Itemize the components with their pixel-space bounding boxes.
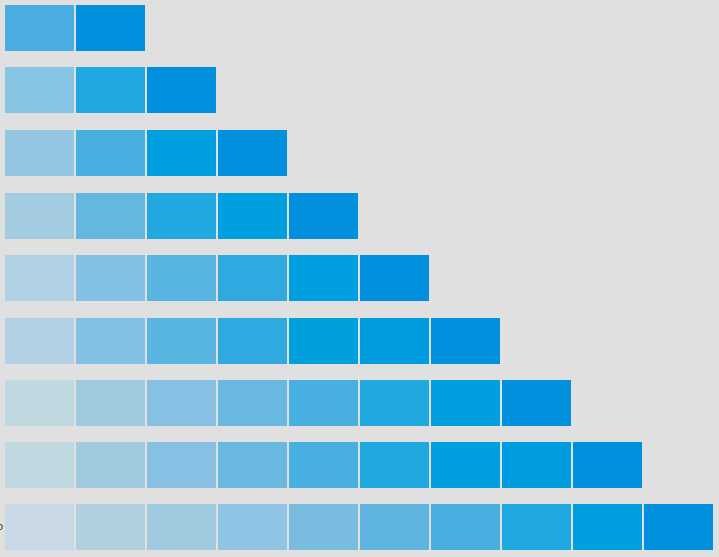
swatch bbox=[431, 504, 500, 550]
swatch bbox=[5, 318, 74, 364]
swatch bbox=[76, 130, 145, 176]
swatch bbox=[147, 130, 216, 176]
swatch bbox=[5, 255, 74, 301]
swatch bbox=[573, 504, 642, 550]
swatch bbox=[431, 318, 500, 364]
swatch bbox=[5, 130, 74, 176]
swatch bbox=[147, 504, 216, 550]
swatch bbox=[644, 504, 713, 550]
swatch bbox=[502, 380, 571, 426]
swatch bbox=[76, 255, 145, 301]
swatch bbox=[289, 504, 358, 550]
swatch bbox=[218, 442, 287, 488]
swatch bbox=[147, 380, 216, 426]
swatch bbox=[218, 380, 287, 426]
swatch bbox=[289, 380, 358, 426]
swatch bbox=[147, 442, 216, 488]
swatch bbox=[218, 130, 287, 176]
swatch bbox=[5, 67, 74, 113]
swatch bbox=[431, 442, 500, 488]
swatch bbox=[289, 442, 358, 488]
swatch bbox=[360, 318, 429, 364]
swatch bbox=[147, 318, 216, 364]
swatch bbox=[5, 504, 74, 550]
swatch bbox=[76, 5, 145, 51]
swatch bbox=[289, 193, 358, 239]
swatch bbox=[76, 318, 145, 364]
swatch bbox=[76, 67, 145, 113]
swatch bbox=[76, 193, 145, 239]
edge-text: o bbox=[0, 521, 3, 533]
swatch bbox=[218, 504, 287, 550]
swatch bbox=[360, 504, 429, 550]
swatch bbox=[431, 380, 500, 426]
swatch bbox=[5, 5, 74, 51]
swatch bbox=[218, 193, 287, 239]
swatch bbox=[360, 255, 429, 301]
swatch bbox=[360, 442, 429, 488]
swatch bbox=[502, 442, 571, 488]
swatch bbox=[218, 255, 287, 301]
swatch bbox=[76, 442, 145, 488]
swatch bbox=[76, 380, 145, 426]
swatch bbox=[289, 318, 358, 364]
swatch bbox=[218, 318, 287, 364]
swatch bbox=[5, 193, 74, 239]
swatch bbox=[360, 380, 429, 426]
swatch bbox=[147, 255, 216, 301]
swatch bbox=[5, 442, 74, 488]
swatch bbox=[5, 380, 74, 426]
swatch bbox=[573, 442, 642, 488]
swatch bbox=[76, 504, 145, 550]
swatch bbox=[147, 67, 216, 113]
swatch bbox=[289, 255, 358, 301]
swatch bbox=[147, 193, 216, 239]
swatch bbox=[502, 504, 571, 550]
